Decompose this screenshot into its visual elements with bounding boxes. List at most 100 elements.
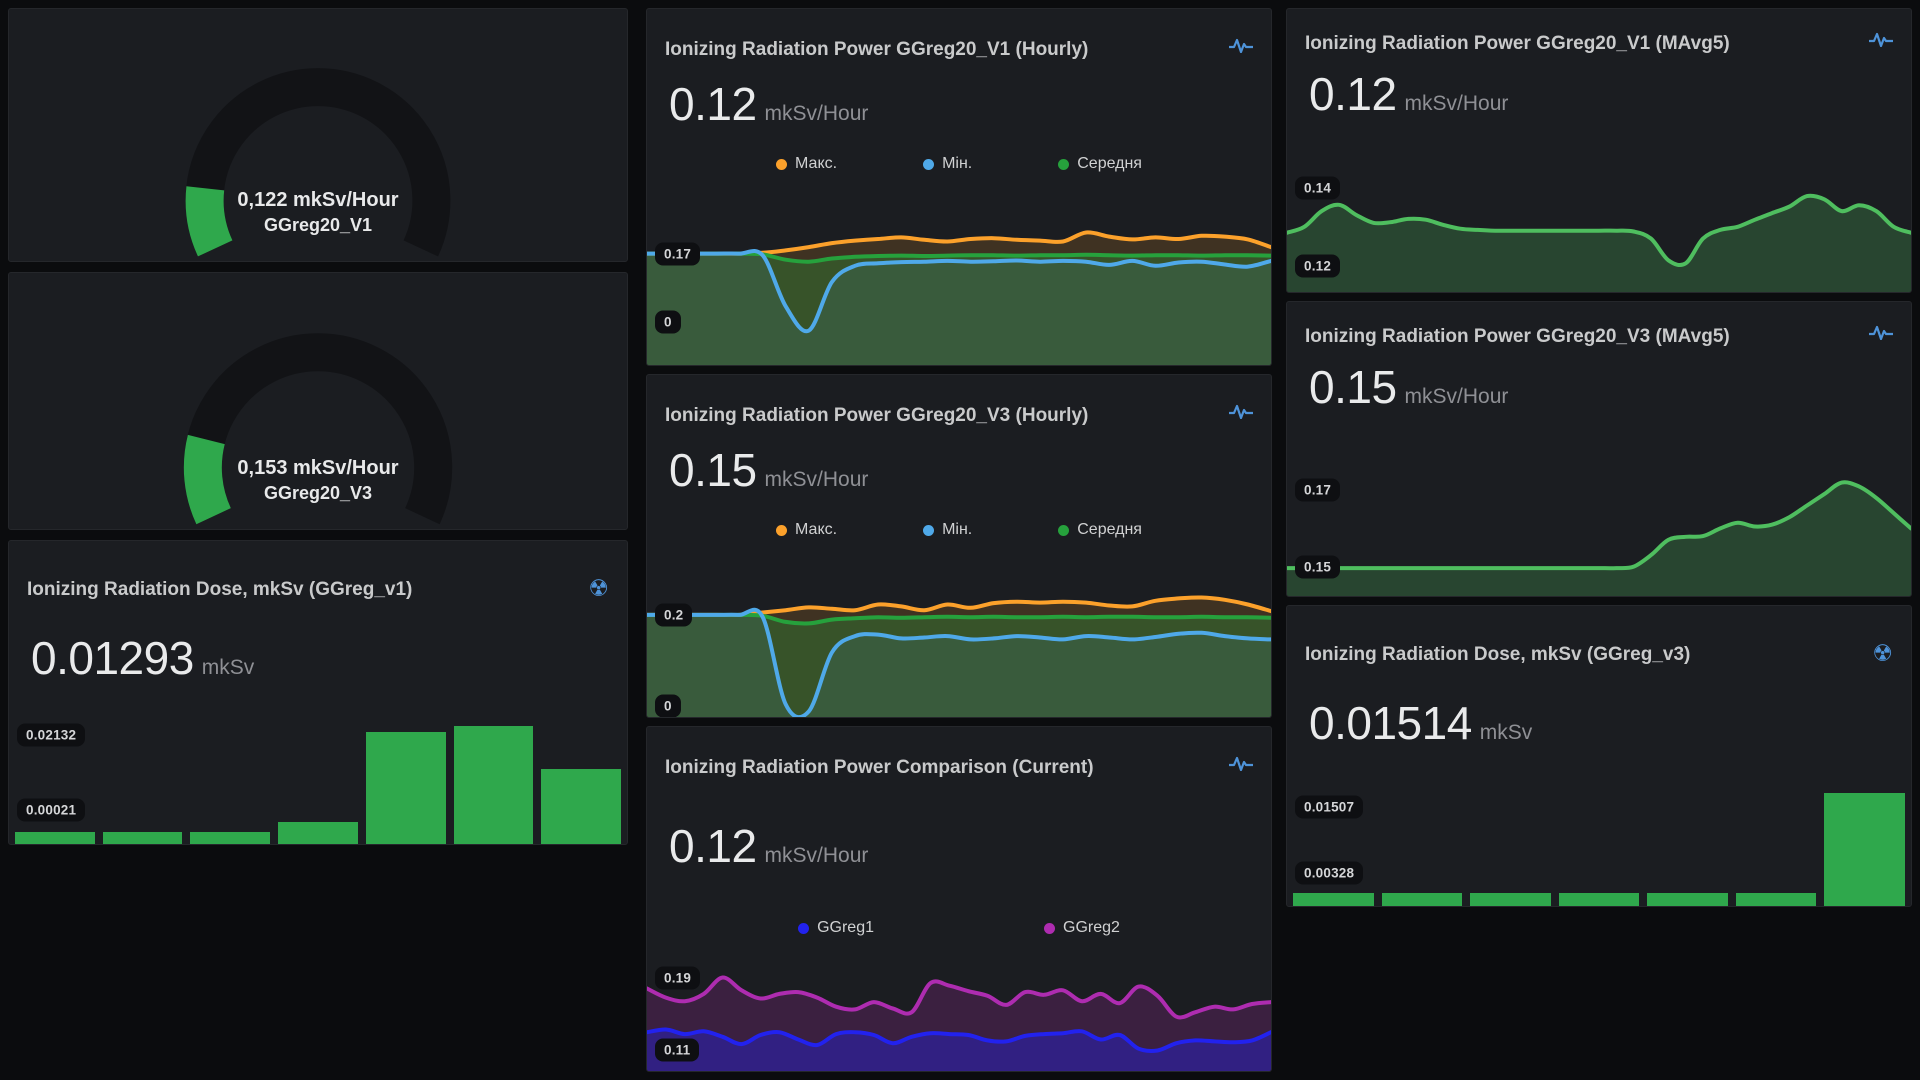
- legend-label: Макс.: [795, 155, 838, 172]
- panel-comparison-current: Ionizing Radiation Power Comparison (Cur…: [646, 726, 1272, 1072]
- chart-canvas[interactable]: [647, 557, 1271, 717]
- chart-canvas[interactable]: [1287, 149, 1911, 292]
- stat-value: 0.01293: [31, 632, 194, 684]
- stat-unit: mkSv: [1479, 721, 1533, 744]
- bar[interactable]: [1824, 792, 1906, 906]
- chart-canvas[interactable]: [647, 957, 1271, 1071]
- panel-title[interactable]: Ionizing Radiation Dose, mkSv (GGreg_v3): [1305, 644, 1691, 665]
- stat: 0.15 mkSv/Hour: [647, 443, 1271, 497]
- legend: GGreg1 GGreg2: [647, 919, 1271, 937]
- panel-title[interactable]: Ionizing Radiation Power GGreg20_V3 (MAv…: [1305, 326, 1730, 347]
- axis-tick-label: 0: [655, 310, 681, 334]
- stat: 0.01514 mkSv: [1287, 696, 1911, 750]
- bar[interactable]: [453, 725, 534, 844]
- panel-title[interactable]: Ionizing Radiation Power GGreg20_V1 (Hou…: [665, 39, 1089, 60]
- panel-header: Ionizing Radiation Power GGreg20_V3 (MAv…: [1287, 302, 1911, 348]
- bar[interactable]: [1470, 893, 1551, 906]
- panel-header: Ionizing Radiation Dose, mkSv (GGreg_v1)…: [9, 541, 627, 601]
- series-area-MAvg5: [1287, 195, 1911, 292]
- axis-tick-label: 0.17: [1295, 478, 1341, 502]
- mavg5-v1-chart[interactable]: 0.14 0.12: [1287, 149, 1911, 292]
- legend-item[interactable]: GGreg2: [1044, 919, 1120, 937]
- comparison-chart[interactable]: 0.19 0.11: [647, 957, 1271, 1071]
- series-area-GGreg2: [647, 977, 1271, 1071]
- hourly-v1-chart[interactable]: 0.17 0: [647, 205, 1271, 365]
- legend-dot: [776, 524, 788, 536]
- series-line-Мін.: [647, 607, 1271, 717]
- axis-tick-label: 0.17: [655, 242, 701, 266]
- chart-canvas[interactable]: [647, 205, 1271, 365]
- series-line-Мін.: [647, 248, 1271, 334]
- panel-title[interactable]: Ionizing Radiation Power GGreg20_V1 (MAv…: [1305, 33, 1730, 54]
- series-area-Мін.: [647, 250, 1271, 365]
- legend-item[interactable]: Середня: [1058, 155, 1142, 173]
- bar[interactable]: [1293, 893, 1374, 906]
- legend-dot: [776, 158, 788, 170]
- stat-unit: mkSv/Hour: [1404, 92, 1509, 115]
- gauge-v3-text: 0,153 mkSv/Hour GGreg20_V3: [9, 455, 627, 505]
- hourly-v3-chart[interactable]: 0.2 0: [647, 557, 1271, 717]
- gauge-v1[interactable]: [9, 9, 627, 261]
- axis-tick-label: 0.00328: [1295, 861, 1364, 885]
- gauge-value: 0,153 mkSv/Hour: [237, 457, 399, 479]
- legend-label: Мін.: [942, 155, 973, 172]
- panel-title[interactable]: Ionizing Radiation Dose, mkSv (GGreg_v1): [27, 579, 413, 600]
- legend-item[interactable]: Макс.: [776, 155, 837, 173]
- legend: Макс. Мін. Середня: [647, 521, 1271, 539]
- bar[interactable]: [365, 731, 446, 844]
- series-line-Середня: [647, 251, 1271, 264]
- stat-unit: mkSv: [201, 656, 255, 679]
- dose-v1-bar-chart[interactable]: 0.02132 0.00021: [9, 704, 627, 844]
- series-area-Макс.: [647, 597, 1271, 717]
- bar[interactable]: [278, 822, 358, 844]
- panel-title[interactable]: Ionizing Radiation Power GGreg20_V3 (Hou…: [665, 405, 1089, 426]
- bar[interactable]: [1647, 893, 1728, 906]
- legend-item[interactable]: Макс.: [776, 521, 837, 539]
- panel-gauge-ggreg20-v3: 0,153 mkSv/Hour GGreg20_V3: [8, 272, 628, 530]
- bar[interactable]: [15, 831, 95, 844]
- legend-item[interactable]: Середня: [1058, 521, 1142, 539]
- panel-dose-ggreg-v3: Ionizing Radiation Dose, mkSv (GGreg_v3)…: [1286, 605, 1912, 907]
- legend-label: GGreg2: [1063, 919, 1120, 936]
- legend-label: Середня: [1077, 155, 1142, 172]
- bar[interactable]: [541, 768, 622, 844]
- legend-dot: [923, 524, 935, 536]
- legend-label: Мін.: [942, 521, 973, 538]
- legend-dot: [798, 922, 810, 934]
- legend-item[interactable]: Мін.: [923, 155, 972, 173]
- bar[interactable]: [190, 831, 271, 844]
- chart-canvas[interactable]: [1287, 449, 1911, 596]
- axis-tick-label: 0.12: [1295, 254, 1341, 278]
- legend: Макс. Мін. Середня: [647, 155, 1271, 173]
- legend-item[interactable]: GGreg1: [798, 919, 874, 937]
- panel-header: Ionizing Radiation Power GGreg20_V3 (Hou…: [647, 375, 1271, 427]
- gauge-v1-text: 0,122 mkSv/Hour GGreg20_V1: [9, 187, 627, 237]
- series-area-Мін.: [647, 609, 1271, 717]
- bar-group: [1287, 764, 1911, 906]
- panel-hourly-ggreg20-v1: Ionizing Radiation Power GGreg20_V1 (Hou…: [646, 8, 1272, 366]
- pulse-icon: [1227, 403, 1255, 425]
- axis-tick-label: 0.02132: [17, 723, 86, 747]
- panel-header: Ionizing Radiation Power GGreg20_V1 (Hou…: [647, 9, 1271, 61]
- bar[interactable]: [102, 831, 183, 844]
- series-line-Середня: [647, 612, 1271, 626]
- mavg5-v3-chart[interactable]: 0.17 0.15: [1287, 449, 1911, 596]
- stat-value: 0.12: [1309, 68, 1397, 120]
- panel-mavg5-ggreg20-v1: Ionizing Radiation Power GGreg20_V1 (MAv…: [1286, 8, 1912, 293]
- legend-label: GGreg1: [817, 919, 874, 936]
- gauge-label: GGreg20_V1: [263, 215, 373, 235]
- gauge-value-arc: [185, 186, 233, 257]
- bar[interactable]: [1558, 893, 1640, 906]
- gauge-track: [185, 68, 451, 257]
- dose-v3-bar-chart[interactable]: 0.01507 0.00328: [1287, 764, 1911, 906]
- stat-unit: mkSv/Hour: [764, 844, 869, 867]
- panel-title[interactable]: Ionizing Radiation Power Comparison (Cur…: [665, 757, 1094, 778]
- bar[interactable]: [1735, 893, 1817, 906]
- gauge-v3[interactable]: [9, 273, 627, 529]
- legend-item[interactable]: Мін.: [923, 521, 972, 539]
- bar[interactable]: [1381, 893, 1463, 906]
- bar-group: [9, 704, 627, 844]
- series-area-MAvg5: [1287, 482, 1911, 596]
- panel-mavg5-ggreg20-v3: Ionizing Radiation Power GGreg20_V3 (MAv…: [1286, 301, 1912, 597]
